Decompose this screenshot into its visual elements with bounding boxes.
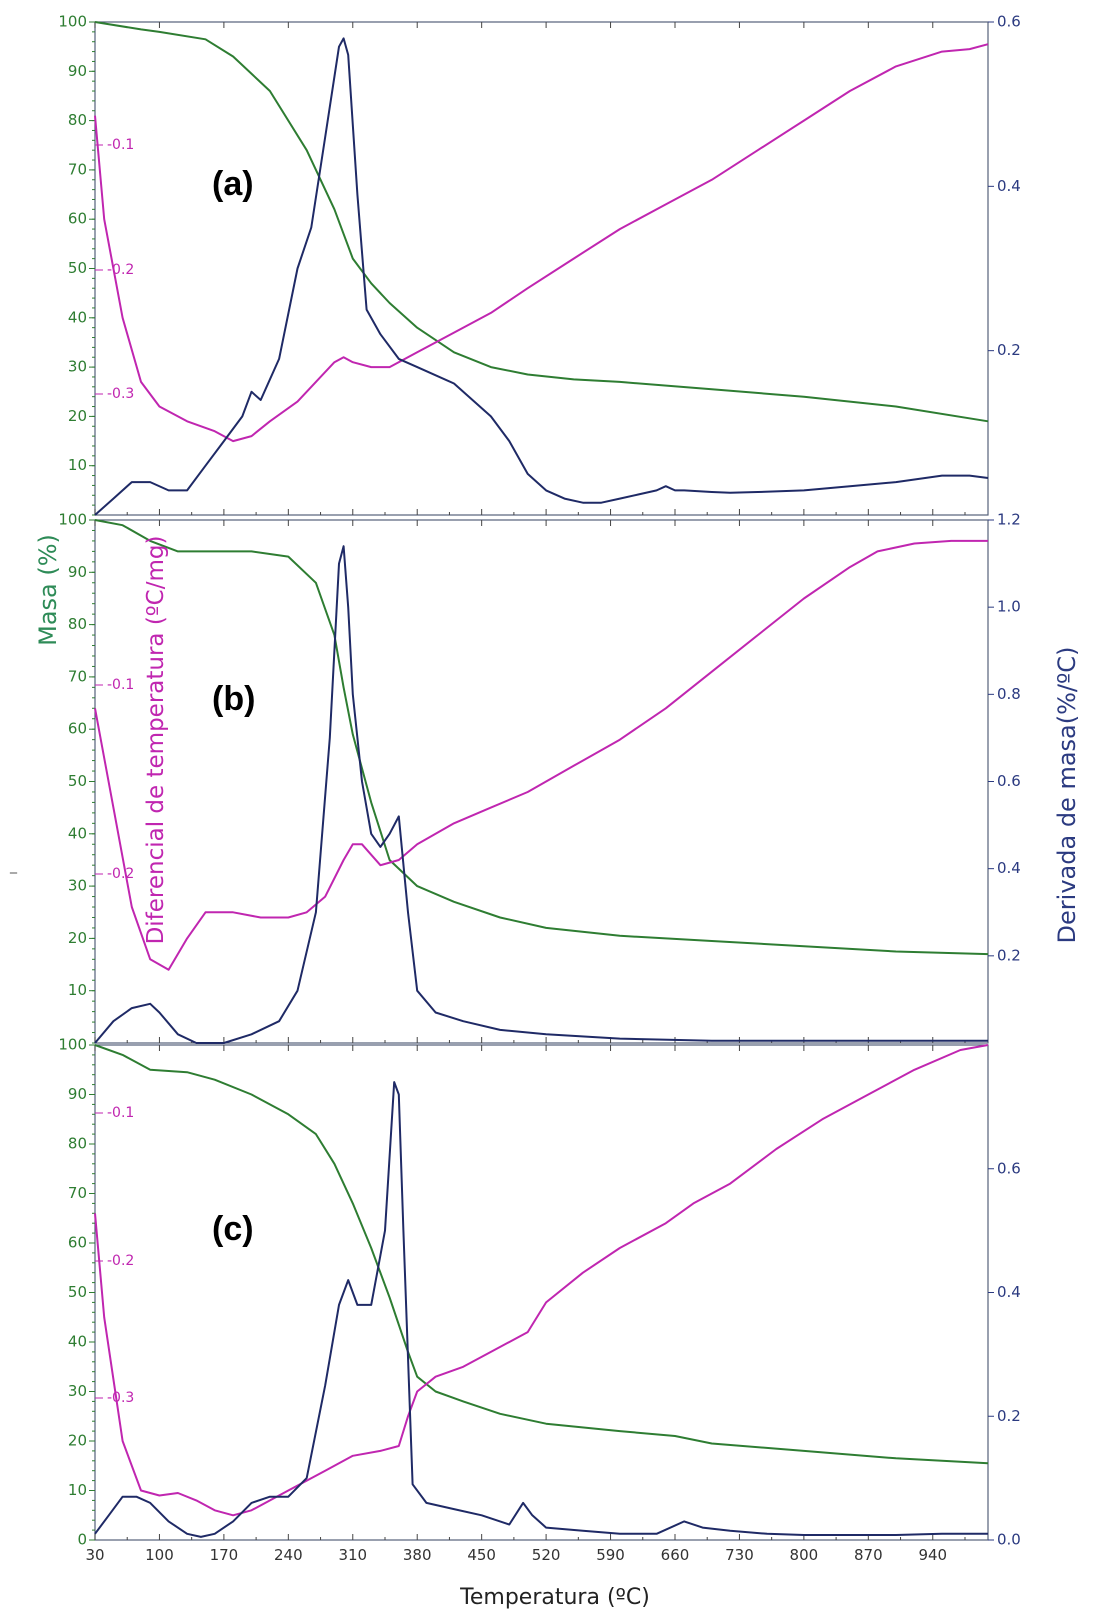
dta-tick-label: -0.1 [107, 137, 134, 153]
left-tick-label: 70 [68, 1184, 87, 1202]
plot-frame [94, 21, 989, 516]
series-derivada [94, 37, 989, 516]
left-tick-label: 80 [68, 1135, 87, 1153]
x-tick-label: 30 [85, 1546, 104, 1564]
x-tick-label: 170 [210, 1546, 239, 1564]
left-tick-label: 40 [68, 824, 87, 842]
dta-axis-title: Diferencial de temperatura (ºC/mg) [143, 536, 169, 945]
panel-b: 100 90 80 70 60 50 40 30 20 10 1.2 1.0 0.8 0.6 0.4 0.2 -… [58, 511, 1021, 1044]
right-tick-label: 0.0 [997, 1531, 1021, 1549]
panel-label: (a) [212, 165, 254, 203]
x-tick-label: 380 [403, 1546, 432, 1564]
right-tick-label: 0.8 [997, 685, 1021, 703]
left-tick-label: 80 [68, 615, 87, 633]
left-tick-label: 30 [68, 877, 87, 895]
left-tick-label: 80 [68, 111, 87, 129]
x-tick-label: 940 [918, 1546, 947, 1564]
left-tick-label: 20 [68, 1432, 87, 1450]
left-tick-label: 40 [68, 1333, 87, 1351]
left-tick-label: 90 [68, 1085, 87, 1103]
left-axis-title: Masa (%) [34, 534, 62, 646]
left-tick-label: 20 [68, 929, 87, 947]
stray-mark: _ [9, 858, 18, 874]
right-tick-label: 0.2 [997, 946, 1021, 964]
right-tick-label: 0.4 [997, 177, 1021, 195]
x-tick-label: 240 [274, 1546, 303, 1564]
right-axis-title: Derivada de masa(%/ºC) [1053, 647, 1081, 944]
series-diferencial [94, 539, 988, 971]
right-tick-label: 1.2 [997, 511, 1021, 529]
left-tick-label: 50 [68, 772, 87, 790]
series-diferencial [94, 43, 989, 443]
left-tick-label: 90 [68, 62, 87, 80]
series-masa [94, 21, 989, 423]
x-tick-label: 660 [661, 1546, 690, 1564]
dta-tick-label: -0.1 [107, 677, 134, 693]
left-tick-label: 70 [68, 667, 87, 685]
panel-a: 100 90 80 70 60 50 40 30 20 10 0.6 0.4 0.2 -0.1 -0.2 -0… [58, 13, 1021, 516]
series-derivada [94, 545, 988, 1044]
series-diferencial [94, 1044, 989, 1517]
left-tick-label: 20 [68, 407, 87, 425]
panels: 1009080706050403020100.60.40.2-0.1-0.2-0… [58, 13, 1021, 1565]
left-tick-label: 70 [68, 160, 87, 178]
left-tick-label: 30 [68, 1382, 87, 1400]
panel-c: 10090807060504030201000.60.40.20.0-0.1-0… [58, 1036, 1021, 1565]
left-tick-label: 100 [58, 13, 87, 31]
left-tick-label: 90 [68, 563, 87, 581]
left-tick-label: 10 [68, 981, 87, 999]
left-tick-label: 50 [68, 259, 87, 277]
dta-tick-label: -0.2 [107, 866, 134, 882]
right-tick-label: 0.6 [997, 1159, 1021, 1177]
right-tick-label: 0.4 [997, 1283, 1021, 1301]
x-tick-label: 870 [854, 1546, 883, 1564]
right-tick-label: 0.6 [997, 13, 1021, 31]
right-tick-label: 0.2 [997, 1407, 1021, 1425]
dta-tick-label: -0.3 [107, 1390, 134, 1406]
panel-label: (c) [212, 1210, 254, 1248]
dta-tick-label: -0.2 [107, 1253, 134, 1269]
plot-frame [94, 1044, 989, 1541]
left-tick-label: 30 [68, 358, 87, 376]
x-tick-label: 310 [338, 1546, 367, 1564]
x-tick-label: 520 [532, 1546, 561, 1564]
left-tick-label: 60 [68, 210, 87, 228]
right-tick-label: 1.0 [997, 598, 1021, 616]
left-tick-label: 100 [58, 511, 87, 529]
series-masa [94, 1044, 989, 1465]
series-derivada [94, 1081, 988, 1538]
left-tick-label: 50 [68, 1283, 87, 1301]
left-tick-label: 10 [68, 456, 87, 474]
left-tick-label: 40 [68, 308, 87, 326]
x-tick-label: 800 [790, 1546, 819, 1564]
panel-label: (b) [212, 680, 255, 718]
right-tick-label: 0.4 [997, 859, 1021, 877]
x-tick-label: 730 [725, 1546, 754, 1564]
right-tick-label: 0.2 [997, 341, 1021, 359]
plot-frame [94, 519, 989, 1044]
right-tick-label: 0.6 [997, 772, 1021, 790]
series-masa [94, 519, 989, 956]
x-tick-label: 450 [467, 1546, 496, 1564]
left-tick-label: 60 [68, 720, 87, 738]
x-tick-label: 100 [145, 1546, 174, 1564]
x-axis-title: Temperatura (ºC) [459, 1585, 650, 1610]
dta-tick-label: -0.1 [107, 1105, 134, 1121]
left-tick-label: 60 [68, 1234, 87, 1252]
left-tick-label: 10 [68, 1481, 87, 1499]
dta-tick-label: -0.3 [107, 386, 134, 402]
left-tick-label: 0 [77, 1531, 87, 1549]
x-tick-label: 590 [596, 1546, 625, 1564]
dta-tick-label: -0.2 [107, 262, 134, 278]
left-tick-label: 100 [58, 1036, 87, 1054]
